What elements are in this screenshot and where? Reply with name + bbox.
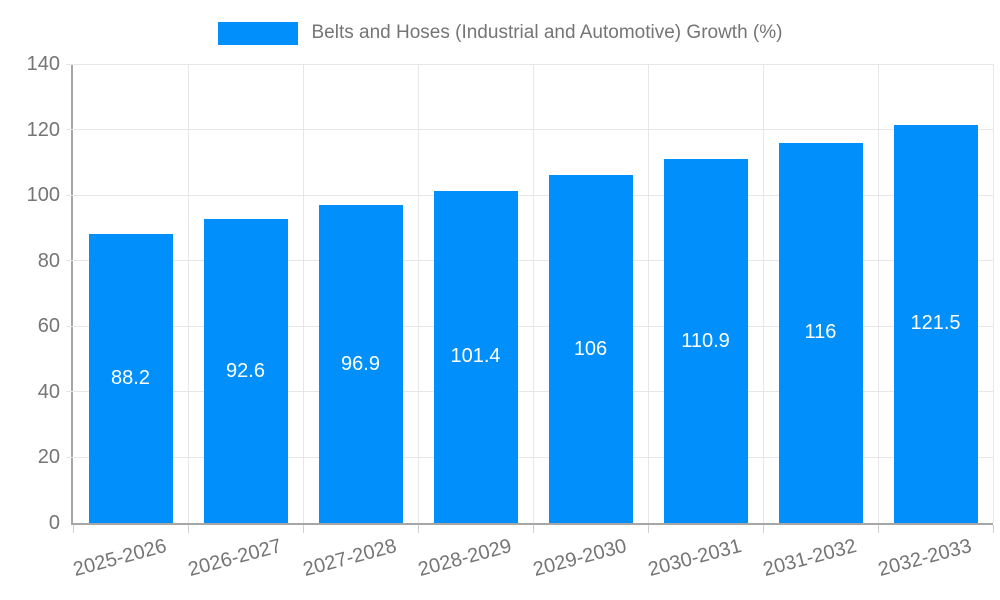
bar-value-label: 110.9	[681, 329, 730, 352]
bar-value-label: 92.6	[226, 359, 265, 382]
gridline-vertical	[532, 64, 534, 523]
x-axis-tick	[417, 525, 419, 533]
bar[interactable]: 116	[778, 142, 863, 523]
y-tick-label: 120	[26, 118, 60, 141]
legend-label[interactable]: Belts and Hoses (Industrial and Automoti…	[311, 22, 783, 43]
bar-value-label: 96.9	[341, 352, 380, 375]
gridline-horizontal	[66, 63, 993, 65]
y-tick-label: 80	[37, 249, 60, 272]
y-tick-label: 20	[37, 446, 60, 469]
bar-value-label: 121.5	[910, 312, 961, 335]
bar-value-label: 101.4	[450, 345, 501, 368]
gridline-horizontal	[66, 194, 993, 196]
x-axis-tick	[762, 525, 764, 533]
y-tick-label: 140	[26, 53, 60, 75]
gridline-vertical	[762, 64, 764, 523]
bar[interactable]: 106	[548, 175, 633, 523]
gridline-horizontal	[66, 325, 993, 327]
gridline-vertical	[647, 64, 649, 523]
chart-legend: Belts and Hoses (Industrial and Automoti…	[0, 20, 1000, 46]
x-axis-tick	[532, 525, 534, 533]
x-axis-tick	[72, 525, 74, 533]
bar[interactable]: 88.2	[88, 233, 173, 523]
gridline-vertical	[992, 64, 994, 523]
bar[interactable]: 96.9	[318, 205, 403, 523]
y-axis-line	[71, 64, 73, 525]
x-axis-line	[71, 523, 993, 525]
y-tick-label: 100	[26, 184, 60, 207]
bar[interactable]: 101.4	[433, 190, 518, 523]
gridline-vertical	[302, 64, 304, 523]
x-axis-tick	[187, 525, 189, 533]
bar[interactable]: 92.6	[203, 219, 288, 523]
y-tick-label: 60	[37, 315, 60, 338]
gridline-horizontal	[66, 456, 993, 458]
x-axis-tick	[992, 525, 994, 533]
legend-swatch-icon[interactable]	[217, 21, 298, 45]
gridline-horizontal	[66, 391, 993, 393]
bar-value-label: 88.2	[111, 366, 150, 389]
bar-value-label: 106	[573, 337, 608, 360]
gridline-vertical	[877, 64, 879, 523]
gridline-vertical	[417, 64, 419, 523]
gridline-horizontal	[66, 129, 993, 131]
bar-value-label: 116	[804, 321, 837, 344]
gridline-horizontal	[66, 260, 993, 262]
x-axis-tick	[877, 525, 879, 533]
plot-area: 0 20 40 60 80 100 120 140 88.2 92.6 96.9 101.4 106 11…	[27, 53, 994, 581]
y-tick-label: 40	[37, 380, 60, 403]
gridline-vertical	[187, 64, 189, 523]
bar[interactable]: 110.9	[663, 159, 748, 523]
y-tick-label: 0	[48, 512, 60, 534]
x-axis-tick	[647, 525, 649, 533]
x-axis-tick	[302, 525, 304, 533]
bar[interactable]: 121.5	[893, 124, 978, 523]
